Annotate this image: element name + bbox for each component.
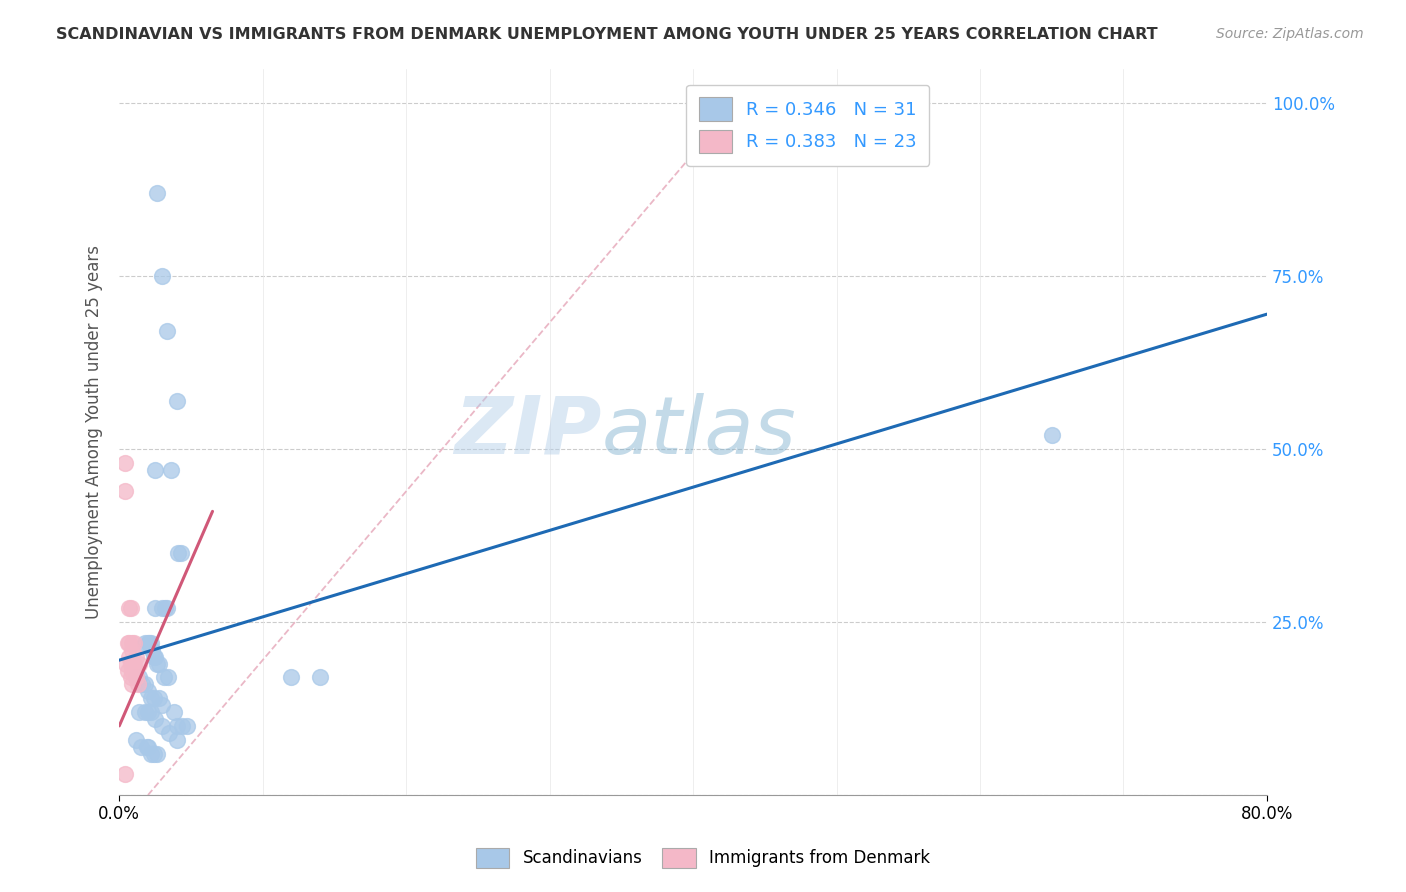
- Point: [166, 732, 188, 747]
- Point: [145, 186, 167, 200]
- Point: [166, 719, 188, 733]
- Point: [134, 705, 156, 719]
- Point: [280, 670, 302, 684]
- Point: [142, 691, 165, 706]
- Text: ZIP: ZIP: [454, 392, 602, 471]
- Point: [153, 601, 176, 615]
- Point: [121, 636, 143, 650]
- Point: [125, 670, 148, 684]
- Point: [143, 601, 166, 615]
- Point: [134, 636, 156, 650]
- Point: [136, 739, 159, 754]
- Point: [148, 657, 170, 671]
- Point: [136, 705, 159, 719]
- Point: [142, 747, 165, 761]
- Point: [121, 642, 143, 657]
- Text: atlas: atlas: [602, 392, 796, 471]
- Point: [134, 677, 156, 691]
- Point: [167, 546, 190, 560]
- Point: [125, 649, 148, 664]
- Point: [118, 601, 141, 615]
- Point: [115, 657, 138, 671]
- Point: [118, 649, 141, 664]
- Point: [128, 670, 150, 684]
- Point: [129, 739, 152, 754]
- Point: [136, 684, 159, 698]
- Point: [166, 393, 188, 408]
- Point: [131, 677, 153, 691]
- Point: [120, 657, 142, 671]
- Point: [139, 705, 162, 719]
- Point: [125, 670, 148, 684]
- Point: [125, 732, 148, 747]
- Point: [157, 670, 180, 684]
- Point: [142, 649, 165, 664]
- Point: [176, 719, 198, 733]
- Point: [150, 719, 173, 733]
- Point: [143, 649, 166, 664]
- Point: [143, 712, 166, 726]
- Point: [120, 601, 142, 615]
- Point: [128, 657, 150, 671]
- Point: [150, 601, 173, 615]
- Point: [138, 636, 160, 650]
- Point: [159, 726, 181, 740]
- Text: Source: ZipAtlas.com: Source: ZipAtlas.com: [1216, 27, 1364, 41]
- Point: [145, 657, 167, 671]
- Point: [136, 636, 159, 650]
- Y-axis label: Unemployment Among Youth under 25 years: Unemployment Among Youth under 25 years: [86, 244, 103, 619]
- Point: [172, 719, 194, 733]
- Point: [148, 691, 170, 706]
- Point: [152, 670, 174, 684]
- Point: [139, 691, 162, 706]
- Point: [163, 705, 186, 719]
- Point: [150, 698, 173, 712]
- Point: [135, 739, 157, 754]
- Point: [309, 670, 332, 684]
- Point: [122, 636, 145, 650]
- Point: [114, 767, 136, 781]
- Point: [114, 483, 136, 498]
- Point: [128, 705, 150, 719]
- Point: [117, 664, 139, 678]
- Point: [141, 642, 163, 657]
- Point: [114, 456, 136, 470]
- Point: [143, 463, 166, 477]
- Point: [139, 636, 162, 650]
- Point: [170, 546, 193, 560]
- Point: [124, 664, 146, 678]
- Point: [121, 664, 143, 678]
- Point: [160, 463, 183, 477]
- Point: [145, 747, 167, 761]
- Point: [120, 670, 142, 684]
- Text: SCANDINAVIAN VS IMMIGRANTS FROM DENMARK UNEMPLOYMENT AMONG YOUTH UNDER 25 YEARS : SCANDINAVIAN VS IMMIGRANTS FROM DENMARK …: [56, 27, 1159, 42]
- Point: [127, 677, 149, 691]
- Point: [150, 269, 173, 284]
- Point: [156, 601, 179, 615]
- Point: [156, 325, 179, 339]
- Legend: R = 0.346   N = 31, R = 0.383   N = 23: R = 0.346 N = 31, R = 0.383 N = 23: [686, 85, 929, 166]
- Point: [117, 636, 139, 650]
- Point: [139, 747, 162, 761]
- Point: [121, 677, 143, 691]
- Point: [122, 657, 145, 671]
- Legend: Scandinavians, Immigrants from Denmark: Scandinavians, Immigrants from Denmark: [470, 841, 936, 875]
- Point: [1040, 428, 1063, 442]
- Point: [118, 636, 141, 650]
